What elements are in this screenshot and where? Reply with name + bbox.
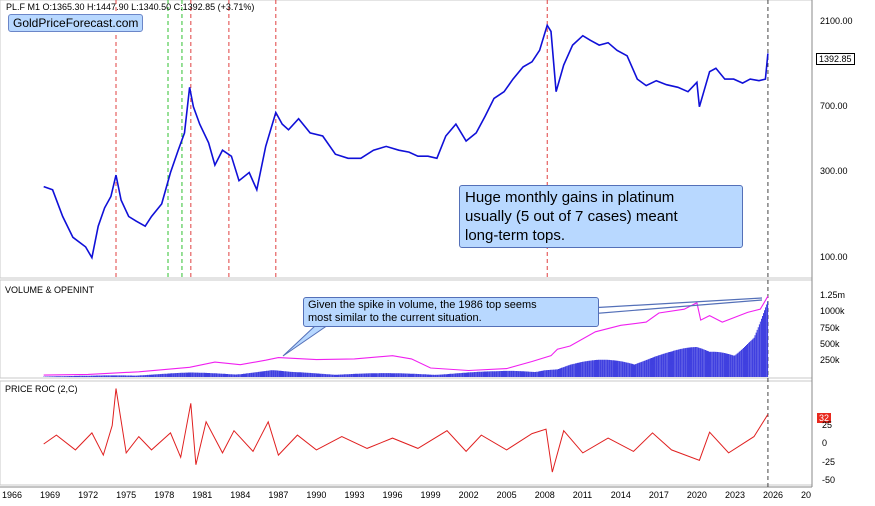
- roc-last-badge: 32: [817, 413, 832, 423]
- brand-logo[interactable]: GoldPriceForecast.com: [8, 14, 144, 32]
- volume-y-tick-2: 750k: [820, 322, 840, 333]
- symbol-ohlc-line: PL.F M1 O:1365.30 H:1447.90 L:1340.50 C:…: [6, 2, 255, 12]
- x-tick-12: 2002: [458, 490, 479, 500]
- roc-y-tick-0: -50: [822, 475, 836, 485]
- x-tick-15: 2011: [572, 490, 593, 500]
- price-line: [43, 23, 769, 260]
- x-tick-11: 1999: [420, 490, 441, 500]
- volume-callout-pointer-left: [282, 324, 330, 357]
- main-note-line-2: usually (5 out of 7 cases) meant: [465, 208, 678, 225]
- panel-frame-2: [0, 380, 813, 486]
- volume-note-line-2: most similar to the current situation.: [308, 312, 482, 324]
- x-tick-20: 2026: [763, 490, 784, 500]
- openint-line: [43, 295, 769, 376]
- x-tick-6: 1984: [230, 490, 251, 500]
- x-tick-3: 1975: [116, 490, 137, 500]
- price-y-tick-1: 700.00: [820, 100, 848, 111]
- x-tick-9: 1993: [344, 490, 365, 500]
- volume-y-tick-3: 500k: [820, 338, 840, 349]
- price-y-tick-3: 100.00: [820, 251, 848, 262]
- x-tick-21: 20: [801, 490, 812, 500]
- roc-y-tick-3: 25: [822, 419, 833, 430]
- x-tick-14: 2008: [534, 490, 555, 500]
- price-y-tick-0: 2100.00: [820, 15, 853, 26]
- volume-y-tick-4: 250k: [820, 354, 840, 365]
- x-tick-13: 2005: [496, 490, 517, 500]
- x-tick-18: 2020: [686, 490, 707, 500]
- volume-y-tick-1: 1000k: [820, 306, 845, 317]
- x-tick-4: 1978: [154, 490, 175, 500]
- x-tick-1: 1969: [40, 490, 61, 500]
- x-tick-17: 2017: [648, 490, 669, 500]
- roc-panel-title: PRICE ROC (2,C): [5, 384, 78, 394]
- volume-bars: [43, 301, 769, 377]
- volume-callout-pointer-right-b: [588, 299, 763, 315]
- roc-y-tick-2: 0: [822, 438, 828, 448]
- last-price-badge: 1392.85: [816, 53, 855, 65]
- x-tick-8: 1990: [306, 490, 327, 500]
- x-tick-19: 2023: [724, 490, 745, 500]
- volume-panel-title: VOLUME & OPENINT: [5, 285, 95, 295]
- x-tick-7: 1987: [268, 490, 289, 500]
- roc-line: [43, 388, 769, 473]
- price-y-tick-2: 300.00: [820, 166, 848, 177]
- volume-y-tick-0: 1.25m: [820, 290, 846, 301]
- volume-callout-pointer-right-a: [588, 297, 763, 309]
- volume-note-line-1: Given the spike in volume, the 1986 top …: [308, 299, 537, 311]
- x-tick-16: 2014: [610, 490, 631, 500]
- x-tick-2: 1972: [78, 490, 99, 500]
- volume-note-callout: Given the spike in volume, the 1986 top …: [303, 297, 599, 327]
- main-note-line-3: long-term tops.: [465, 227, 566, 244]
- main-note-callout: Huge monthly gains in platinum usually (…: [459, 185, 743, 248]
- main-note-line-1: Huge monthly gains in platinum: [465, 189, 675, 206]
- x-tick-0: 1966: [2, 490, 23, 500]
- roc-y-tick-1: -25: [822, 456, 836, 467]
- x-tick-10: 1996: [382, 490, 403, 500]
- x-tick-5: 1981: [192, 490, 213, 500]
